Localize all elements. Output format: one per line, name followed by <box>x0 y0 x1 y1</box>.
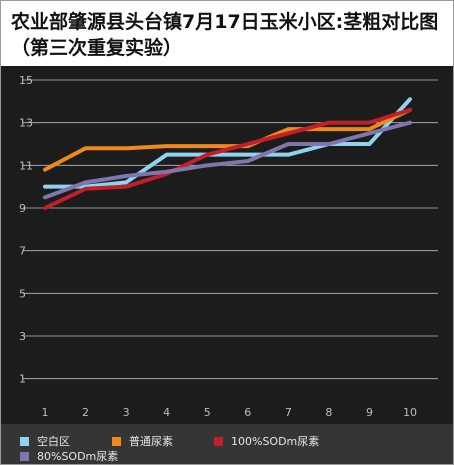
x-tick-label: 10 <box>403 406 417 419</box>
x-tick-label: 6 <box>244 406 251 419</box>
x-tick-label: 1 <box>42 406 49 419</box>
x-tick-label: 3 <box>123 406 130 419</box>
chart-title: 农业部肇源县头台镇7月17日玉米小区:茎粗对比图（第三次重复实验） <box>11 11 439 59</box>
legend-swatch <box>214 437 223 446</box>
y-tick-label: 7 <box>19 245 26 258</box>
legend-label: 普通尿素 <box>129 435 173 448</box>
legend: 空白区 普通尿素 100%SODm尿素 80%SODm尿素 <box>1 424 453 464</box>
legend-label: 100%SODm尿素 <box>231 435 320 448</box>
legend-swatch <box>112 437 121 446</box>
legend-item-2: 普通尿素 <box>112 433 173 448</box>
legend-label: 80%SODm尿素 <box>37 450 119 463</box>
x-tick-label: 5 <box>204 406 211 419</box>
x-tick-label: 8 <box>325 406 332 419</box>
plot-panel: 1 3 5 7 9 11 13 15 1 2 3 4 5 6 7 8 9 10 <box>1 66 453 424</box>
legend-swatch <box>20 452 29 461</box>
legend-swatch <box>20 437 29 446</box>
y-tick-label: 3 <box>19 330 26 343</box>
x-tick-label: 4 <box>163 406 170 419</box>
legend-item-1: 空白区 <box>20 433 70 448</box>
series-line-4 <box>43 120 412 200</box>
y-tick-label: 11 <box>19 159 33 172</box>
legend-item-3: 100%SODm尿素 <box>214 433 320 448</box>
x-tick-label: 2 <box>82 406 89 419</box>
y-tick-label: 9 <box>19 202 26 215</box>
y-tick-label: 1 <box>19 373 26 386</box>
y-tick-label: 15 <box>19 74 33 87</box>
y-tick-label: 5 <box>19 287 26 300</box>
series-line-1 <box>43 97 412 189</box>
x-tick-label: 9 <box>366 406 373 419</box>
legend-label: 空白区 <box>37 435 70 448</box>
x-tick-label: 7 <box>285 406 292 419</box>
y-tick-label: 13 <box>19 117 33 130</box>
legend-item-4: 80%SODm尿素 <box>20 448 119 463</box>
series-line-3 <box>43 107 412 210</box>
series-line-2 <box>43 107 412 172</box>
